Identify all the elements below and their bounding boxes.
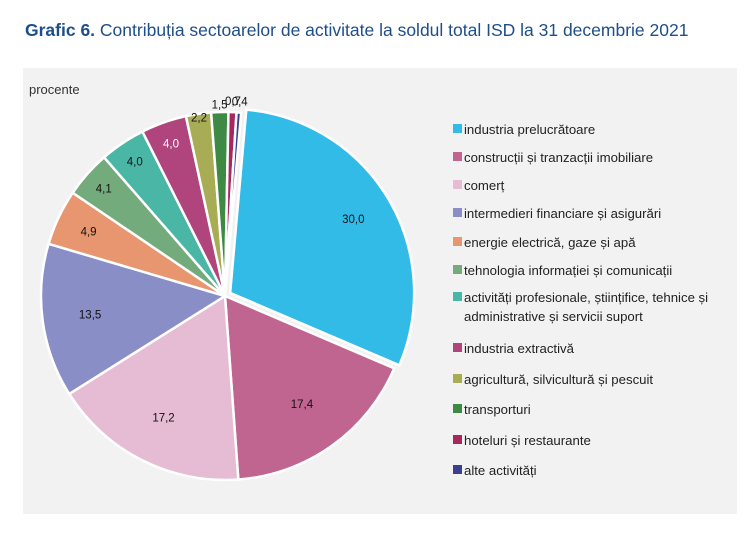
legend-swatch — [453, 124, 462, 133]
pie-slice — [223, 111, 243, 297]
chart-panel: procente 30,0 17,4 17,2 13,5 4,9 4,1 4,0 4,0 2,2… — [23, 68, 737, 514]
slice-value-label: 4,9 — [81, 226, 97, 238]
legend-swatch — [453, 292, 462, 301]
pie-slice — [39, 242, 229, 396]
legend-label: intermedieri financiare și asigurări — [464, 206, 662, 221]
legend-label: industria prelucrătoare — [464, 122, 596, 137]
legend-swatch — [453, 404, 462, 413]
slice-value-label: 13,5 — [79, 310, 101, 322]
slice-value-label: 17,2 — [152, 412, 174, 424]
slice-value-label: 30,0 — [342, 214, 364, 226]
unit-label: procente — [29, 82, 80, 97]
legend-swatch — [453, 374, 462, 383]
chart-title: Grafic 6. Contribuția sectoarelor de act… — [25, 20, 688, 41]
legend-label: agricultură, silvicultură și pescuit — [464, 372, 654, 387]
legend-label: transporturi — [464, 402, 531, 417]
slice-value-label: 4,0 — [163, 138, 179, 150]
slice-value-label: 1,5 — [212, 100, 228, 112]
pie-chart: 30,0 17,4 17,2 13,5 4,9 4,1 4,0 4,0 2,2 1,50,70,4 — [39, 96, 416, 482]
legend-label: alte activități — [464, 463, 537, 478]
legend-label: activități profesionale, științifice, te… — [464, 290, 709, 324]
pie-slice — [223, 294, 396, 481]
slice-value-label: 0,7 — [225, 96, 241, 108]
legend-swatch — [453, 180, 462, 189]
legend-label: energie electrică, gaze și apă — [464, 235, 636, 250]
pie-slice — [228, 108, 416, 367]
slice-value-label: 2,2 — [191, 113, 207, 125]
legend-swatch — [453, 152, 462, 161]
legend-swatch — [453, 208, 462, 217]
chart-title-label: Grafic 6. — [25, 20, 96, 40]
pie-slice — [67, 293, 240, 482]
legend-swatch — [453, 465, 462, 474]
legend-label: construcții și tranzacții imobiliare — [464, 150, 654, 165]
chart-title-text: Contribuția sectoarelor de activitate la… — [99, 20, 689, 40]
legend-swatch — [453, 343, 462, 352]
legend-swatch — [453, 265, 462, 274]
slice-value-label: 17,4 — [291, 399, 314, 411]
legend-label: industria extractivă — [464, 341, 574, 356]
legend-label: hoteluri și restaurante — [464, 433, 591, 448]
legend-label: tehnologia informației și comunicații — [464, 263, 673, 278]
slice-value-label: 4,1 — [96, 184, 112, 196]
legend-label: comerț — [464, 178, 505, 193]
slice-value-label: 4,0 — [127, 157, 143, 169]
legend-swatch — [453, 237, 462, 246]
slice-value-label: 0,4 — [232, 97, 249, 109]
legend-swatch — [453, 435, 462, 444]
